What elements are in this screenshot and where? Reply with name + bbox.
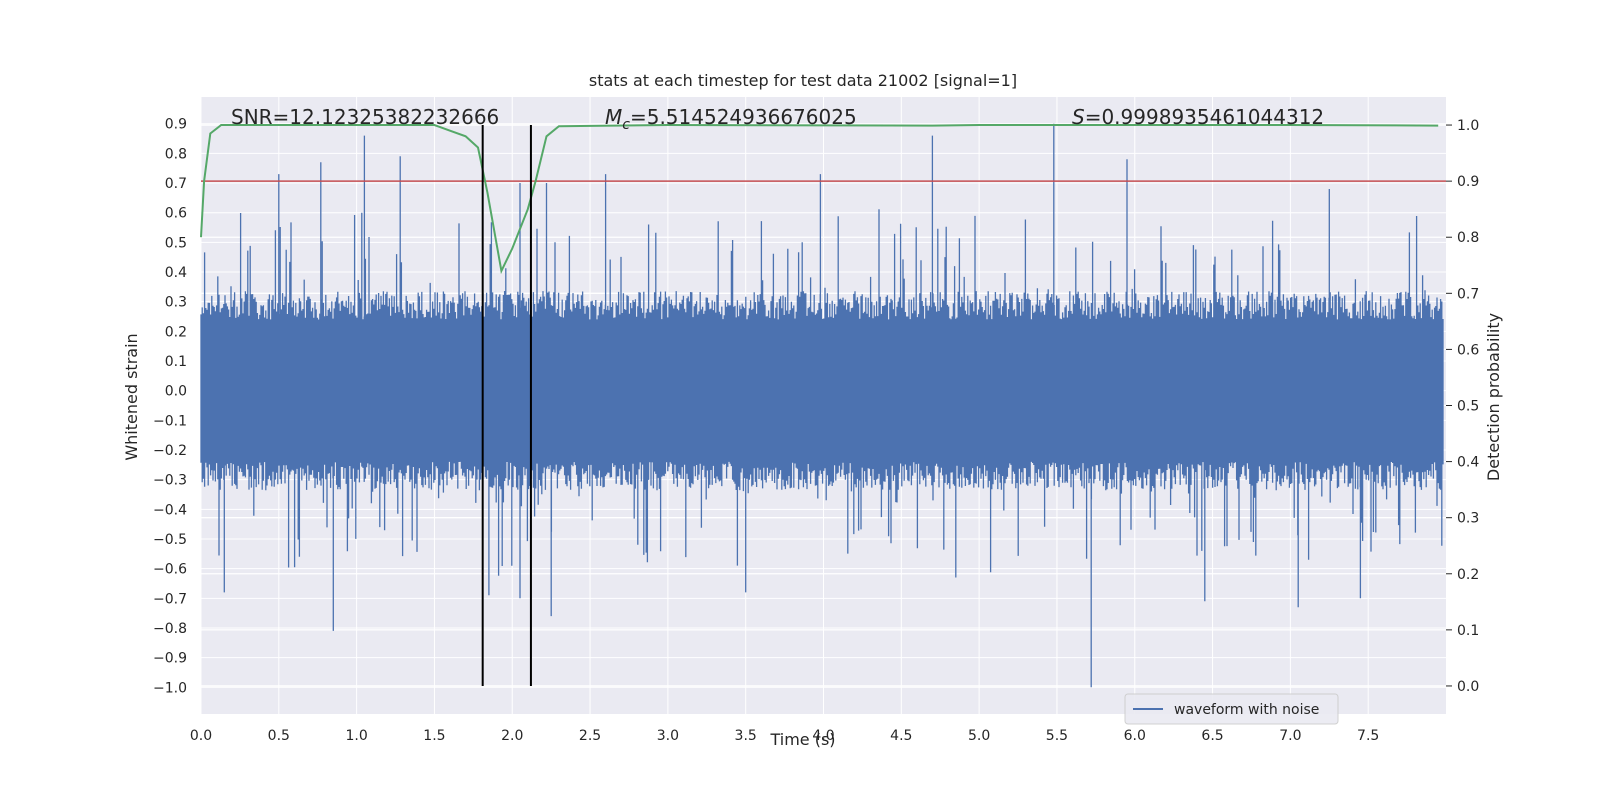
- x-tick-label: 3.5: [735, 728, 757, 744]
- x-tick-label: 6.0: [1124, 728, 1146, 744]
- legend-label: waveform with noise: [1174, 702, 1319, 718]
- left-tick-label: −0.8: [153, 621, 187, 637]
- left-tick-label: 0.7: [165, 176, 187, 192]
- left-tick-label: 0.2: [165, 324, 187, 340]
- x-axis-label: Time (s): [769, 730, 835, 749]
- left-tick-label: −0.1: [153, 413, 187, 429]
- left-tick-label: 0.8: [165, 146, 187, 162]
- left-tick-label: 0.6: [165, 206, 187, 222]
- right-tick-label: 0.6: [1457, 342, 1479, 358]
- right-tick-label: 0.0: [1457, 679, 1479, 695]
- x-tick-label: 4.5: [890, 728, 912, 744]
- chirp-mass-value: =5.514524936676025: [630, 105, 857, 129]
- right-axis-label: Detection probability: [1484, 313, 1503, 481]
- s-annotation: S=0.9998935461044312: [1072, 105, 1324, 129]
- left-tick-label: −0.9: [153, 651, 187, 667]
- x-tick-label: 3.0: [657, 728, 679, 744]
- window-markers: [481, 125, 532, 686]
- x-tick-label: 1.0: [345, 728, 367, 744]
- right-tick-label: 0.2: [1457, 567, 1479, 583]
- left-tick-label: −0.3: [153, 473, 187, 489]
- legend: waveform with noise: [1124, 693, 1339, 725]
- left-tick-labels: 0.9 0.8 0.7 0.6 0.5 0.4 0.3 0.2 0.1 0.0 −0.1 −0.2 −0…: [153, 117, 187, 697]
- left-tick-label: 0.4: [165, 265, 187, 281]
- chart-title: stats at each timestep for test data 210…: [589, 71, 1017, 90]
- left-tick-label: 0.3: [165, 295, 187, 311]
- x-tick-labels: 0.0 0.5 1.0 1.5 2.0 2.5 3.0 3.5 4.0 4.5 5.0 5.5 6.0 6…: [190, 728, 1379, 744]
- right-tick-label: 0.3: [1457, 511, 1479, 527]
- left-tick-label: 0.0: [165, 384, 187, 400]
- x-tick-label: 2.5: [579, 728, 601, 744]
- x-tick-label: 0.5: [268, 728, 290, 744]
- chirp-mass-annotation: Mc=5.514524936676025: [605, 105, 857, 133]
- left-tick-label: −0.5: [153, 532, 187, 548]
- left-tick-label: −0.4: [153, 502, 187, 518]
- left-tick-label: 0.5: [165, 235, 187, 251]
- left-tick-label: −0.6: [153, 562, 187, 578]
- x-tick-label: 4.0: [812, 728, 834, 744]
- right-tick-label: 0.1: [1457, 623, 1479, 639]
- left-tick-label: −1.0: [153, 680, 187, 696]
- right-tick-label: 0.4: [1457, 455, 1479, 471]
- right-tick-label: 0.7: [1457, 286, 1479, 302]
- x-tick-label: 5.5: [1046, 728, 1068, 744]
- chirp-mass-subscript: c: [622, 117, 630, 133]
- x-tick-label: 7.0: [1279, 728, 1301, 744]
- left-tick-label: 0.9: [165, 117, 187, 133]
- left-axis-label: Whitened strain: [122, 333, 141, 460]
- x-tick-label: 5.0: [968, 728, 990, 744]
- x-tick-label: 7.5: [1357, 728, 1379, 744]
- left-tick-label: 0.1: [165, 354, 187, 370]
- right-tick-label: 0.8: [1457, 230, 1479, 246]
- x-tick-label: 2.0: [501, 728, 523, 744]
- x-tick-label: 1.5: [423, 728, 445, 744]
- x-tick-label: 0.0: [190, 728, 212, 744]
- right-tick-labels: 1.0 0.9 0.8 0.7 0.6 0.5 0.4 0.3 0.2 0.1 0.0: [1457, 118, 1479, 695]
- legend-box: [1124, 693, 1339, 725]
- right-tick-label: 0.5: [1457, 399, 1479, 415]
- snr-annotation: SNR=12.12325382232666: [231, 105, 499, 129]
- detection-probability-line: [200, 123, 1439, 275]
- s-value: =0.9998935461044312: [1085, 105, 1324, 129]
- s-symbol: S: [1072, 105, 1085, 129]
- left-tick-label: −0.2: [153, 443, 187, 459]
- right-tick-label: 1.0: [1457, 118, 1479, 134]
- x-tick-label: 6.5: [1201, 728, 1223, 744]
- chirp-mass-symbol: M: [605, 105, 622, 129]
- right-tick-label: 0.9: [1457, 174, 1479, 190]
- left-tick-label: −0.7: [153, 591, 187, 607]
